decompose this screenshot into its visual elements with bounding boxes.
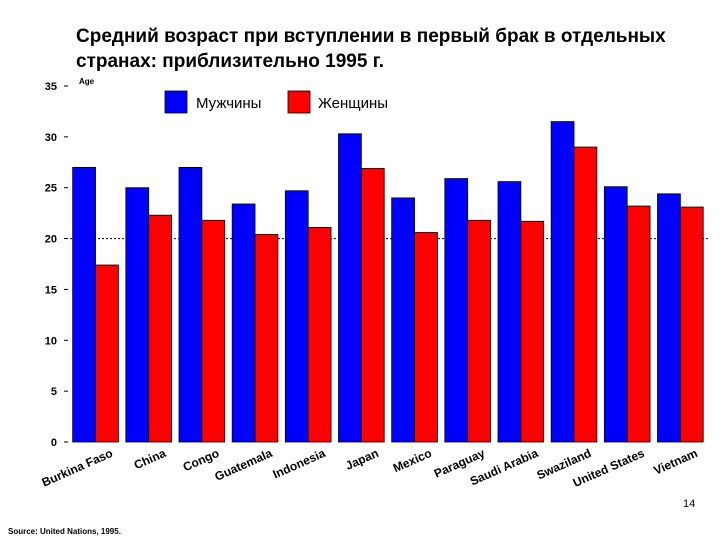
- bar: [72, 166, 96, 443]
- legend-label: Женщины: [318, 95, 388, 112]
- bar: [444, 178, 469, 443]
- bar: [679, 206, 704, 443]
- y-tick-label: 25: [45, 183, 57, 195]
- bar: [414, 232, 438, 443]
- bar: [391, 197, 415, 443]
- bar: [284, 190, 309, 443]
- bar: [657, 193, 681, 443]
- bar: [550, 121, 575, 443]
- bars: [72, 121, 704, 443]
- legend-swatch: [164, 90, 188, 114]
- category-label: Japan: [343, 446, 380, 473]
- bar: [201, 219, 226, 443]
- bar: [178, 166, 203, 443]
- y-tick-label: 30: [45, 132, 57, 144]
- bar: [626, 205, 651, 443]
- bar: [125, 187, 150, 443]
- bar: [360, 167, 385, 443]
- bar: [520, 220, 545, 443]
- bar: [254, 234, 279, 443]
- bar: [467, 219, 491, 443]
- bar: [307, 226, 332, 443]
- y-tick-label: 0: [51, 437, 57, 449]
- category-label: Indonesia: [271, 446, 328, 482]
- category-label: China: [132, 446, 168, 472]
- category-label: Burkina Faso: [40, 446, 115, 490]
- y-tick-label: 10: [45, 335, 57, 347]
- category-label: Mexico: [391, 446, 434, 475]
- bar: [338, 133, 362, 443]
- category-labels: Burkina Faso China CongoGuatemalaIndonesia…: [40, 446, 700, 490]
- bar: [148, 214, 172, 443]
- y-tick-label: 35: [45, 81, 57, 93]
- page-number: 14: [683, 498, 696, 510]
- bar: [497, 181, 522, 443]
- bar: [95, 264, 119, 443]
- bar: [603, 186, 628, 443]
- y-tick-label: 20: [45, 234, 57, 246]
- chart-title: Средний возраст при вступлении в первый …: [76, 26, 666, 72]
- bar: [231, 203, 256, 443]
- legend-label: Мужчины: [196, 95, 261, 112]
- y-axis-ticks: 0 5 10 15 20 25 30 35: [45, 81, 68, 449]
- source-note: Source: United Nations, 1995.: [8, 527, 121, 536]
- bar: [573, 146, 598, 443]
- legend: Мужчины Женщины: [164, 90, 388, 114]
- y-tick-label: 5: [51, 386, 57, 398]
- category-label: Vietnam: [652, 446, 700, 478]
- legend-swatch: [287, 90, 311, 114]
- category-label: Guatemala: [213, 446, 275, 484]
- y-axis-title: Age: [79, 77, 95, 86]
- y-tick-label: 15: [45, 284, 57, 296]
